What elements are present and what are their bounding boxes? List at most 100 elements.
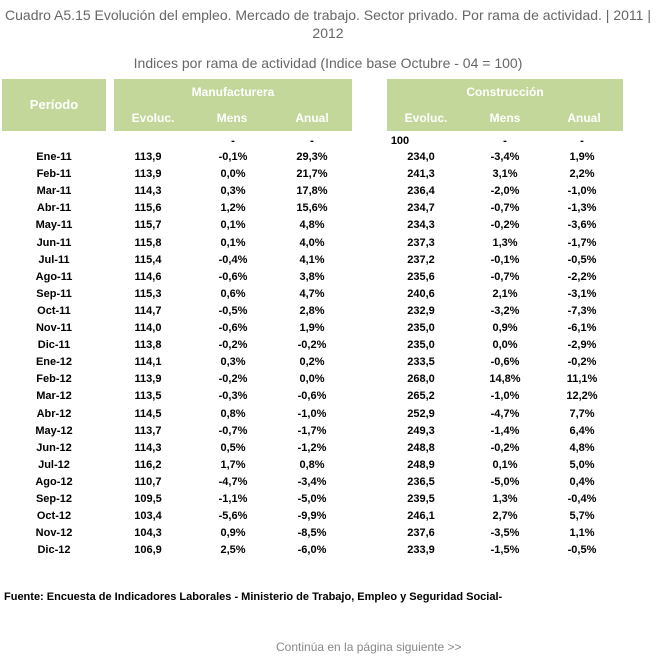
cell-constr-anual: -0,5%	[567, 254, 597, 266]
cell-constr-anual: 5,0%	[569, 459, 595, 471]
next-page-link[interactable]: Continúa en la página siguiente >>	[276, 640, 462, 654]
cell-constr-evoluc: 252,9	[407, 408, 435, 420]
cell-manuf-evoluc: 110,7	[134, 476, 162, 488]
cell-constr-mens: -0,7%	[490, 202, 520, 214]
cell-constr-mens: -0,2%	[490, 219, 520, 231]
source-note: Fuente: Encuesta de Indicadores Laborale…	[4, 591, 503, 603]
cell-manuf-mens: -0,4%	[218, 254, 248, 266]
cell-manuf-mens: 0,1%	[220, 237, 246, 249]
cell-manuf-evoluc: 113,8	[134, 339, 162, 351]
cell-constr-mens: -3,5%	[490, 527, 520, 539]
cell-constr-evoluc: 234,3	[407, 219, 435, 231]
cell-constr-evoluc: 236,4	[407, 185, 435, 197]
row-period: Ago-11	[35, 271, 73, 283]
cell-manuf-mens: -0,2%	[218, 339, 248, 351]
row-period: Ene-12	[35, 356, 73, 368]
row-period: Dic-12	[37, 544, 71, 556]
cell-manuf-evoluc: 113,5	[134, 390, 162, 402]
cell-manuf-anual: 4,0%	[299, 237, 325, 249]
page-title: Cuadro A5.15 Evolución del empleo. Merca…	[5, 7, 651, 41]
cell-constr-mens: -1,4%	[490, 425, 520, 437]
cell-constr-mens: -2,0%	[490, 185, 520, 197]
header-construccion: Construcción	[387, 79, 623, 106]
cell-manuf-anual: -1,2%	[297, 442, 327, 454]
cell-constr-evoluc: 240,6	[407, 288, 435, 300]
cell-manuf-mens: -0,1%	[218, 151, 248, 163]
cell-manuf-anual: -1,0%	[297, 408, 327, 420]
row-period: Dic-11	[37, 339, 71, 351]
cell-manuf-evoluc: 113,9	[134, 168, 162, 180]
cell-constr-anual: -0,2%	[567, 356, 597, 368]
cell-manuf-mens: -5,6%	[218, 510, 248, 522]
cell-constr-evoluc: 237,2	[407, 254, 435, 266]
cell-manuf-mens: 1,2%	[220, 202, 246, 214]
cell-manuf-anual: 2,8%	[299, 305, 325, 317]
row-period: Jul-11	[38, 254, 70, 266]
cell-manuf-anual: 17,8%	[296, 185, 328, 197]
table-subtitle: Indices por rama de actividad (Indice ba…	[133, 55, 523, 71]
cell-manuf-anual: 4,7%	[299, 288, 325, 300]
row-period: May-11	[35, 219, 73, 231]
row-period: Nov-12	[35, 527, 73, 539]
cell-constr-anual: -0,5%	[567, 544, 597, 556]
cell-constr-anual: 1,1%	[569, 527, 595, 539]
cell-manuf-evoluc: 114,3	[134, 442, 162, 454]
cell-manuf-evoluc: 114,7	[134, 305, 162, 317]
cell-constr-mens: 2,1%	[492, 288, 518, 300]
cell-constr-mens: 0,0%	[492, 339, 518, 351]
cell-constr-mens: 0,1%	[492, 459, 518, 471]
cell-constr-evoluc: 235,6	[407, 271, 435, 283]
cell-manuf-mens: 0,6%	[220, 288, 246, 300]
subheader-manuf-evoluc: Evoluc.	[114, 106, 192, 131]
cell-manuf-evoluc: 115,7	[134, 219, 162, 231]
cell-manuf-mens: -1,1%	[218, 493, 248, 505]
cell-manuf-anual: 4,8%	[299, 219, 325, 231]
cell-constr-mens: 1,3%	[492, 237, 518, 249]
cell-manuf-evoluc: 113,9	[134, 373, 162, 385]
cell-constr-evoluc: 248,8	[407, 442, 435, 454]
cell-constr-evoluc: 249,3	[407, 425, 435, 437]
row-period: Ene-11	[36, 151, 72, 163]
cell-manuf-anual: -3,4%	[297, 476, 327, 488]
cell-manuf-mens: 0,3%	[220, 185, 246, 197]
cell-constr-mens: -3,4%	[490, 151, 520, 163]
cell-constr-evoluc: 234,0	[407, 151, 435, 163]
cell-manuf-anual: -6,0%	[297, 544, 327, 556]
cell-manuf-mens: 0,8%	[220, 408, 246, 420]
cell-manuf-evoluc: 115,4	[134, 254, 162, 266]
cell-manuf-anual: 0,0%	[299, 373, 325, 385]
cell-constr-evoluc: 237,3	[407, 237, 435, 249]
cell-constr-anual: -2,9%	[567, 339, 597, 351]
cell-constr-evoluc: 233,5	[407, 356, 435, 368]
subheader-manuf-mens: Mens	[192, 106, 272, 131]
cell-manuf-evoluc: 113,9	[134, 151, 162, 163]
cell-constr-mens: 14,8%	[489, 373, 521, 385]
base-constr-mens: -	[503, 135, 507, 147]
cell-manuf-mens: 0,0%	[220, 168, 246, 180]
cell-constr-anual: -1,7%	[567, 237, 597, 249]
cell-manuf-anual: 0,2%	[299, 356, 325, 368]
cell-manuf-mens: -0,3%	[218, 390, 248, 402]
header-periodo: Período	[2, 79, 106, 131]
header-periodo-label: Período	[29, 97, 79, 112]
cell-constr-mens: -1,0%	[490, 390, 520, 402]
cell-constr-anual: -7,3%	[567, 305, 597, 317]
cell-constr-evoluc: 265,2	[407, 390, 435, 402]
cell-manuf-mens: 2,5%	[220, 544, 246, 556]
cell-manuf-anual: 1,9%	[299, 322, 325, 334]
cell-constr-mens: -0,6%	[490, 356, 520, 368]
cell-constr-evoluc: 235,0	[407, 339, 435, 351]
cell-manuf-evoluc: 115,3	[134, 288, 162, 300]
cell-constr-evoluc: 237,6	[407, 527, 435, 539]
cell-manuf-mens: -0,5%	[218, 305, 248, 317]
cell-manuf-evoluc: 114,5	[134, 408, 162, 420]
cell-constr-mens: 2,7%	[492, 510, 518, 522]
row-period: Mar-11	[36, 185, 72, 197]
row-period: May-12	[35, 425, 73, 437]
cell-constr-mens: 1,3%	[492, 493, 518, 505]
cell-constr-mens: -0,2%	[490, 442, 520, 454]
cell-constr-anual: -6,1%	[567, 322, 597, 334]
row-period: Sep-11	[36, 288, 72, 300]
cell-constr-evoluc: 235,0	[407, 322, 435, 334]
cell-manuf-anual: -0,6%	[297, 390, 327, 402]
